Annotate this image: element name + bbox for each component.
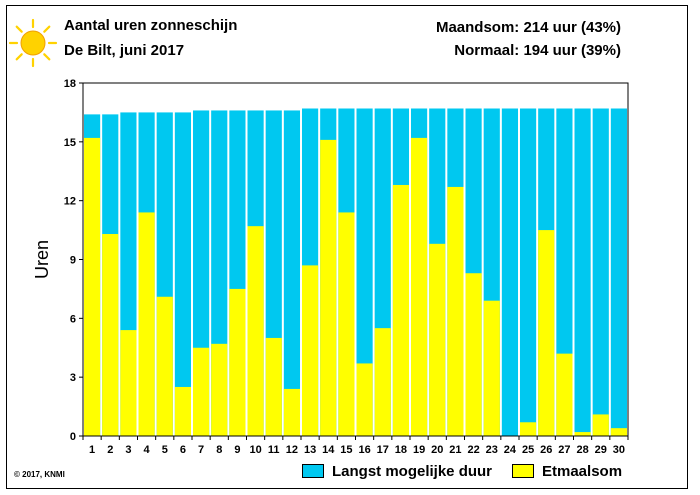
x-tick-label-30: 30 — [613, 444, 625, 456]
x-tick-label-18: 18 — [395, 444, 407, 456]
month-sum: Maandsom: 214 uur (43%) — [435, 19, 621, 36]
legend-label-possible: Langst mogelijke duur — [332, 462, 493, 480]
x-tick-label-21: 21 — [449, 444, 461, 456]
y-tick-label-3: 3 — [70, 372, 76, 384]
x-tick-label-5: 5 — [162, 444, 168, 456]
y-axis-label: Uren — [32, 240, 52, 279]
bar-actual-22 — [465, 273, 482, 436]
bar-actual-14 — [320, 139, 337, 436]
bar-actual-13 — [302, 265, 319, 436]
bar-actual-7 — [193, 347, 210, 436]
bar-actual-10 — [247, 226, 264, 436]
bar-actual-21 — [447, 186, 464, 436]
bar-actual-18 — [392, 184, 409, 436]
bar-actual-3 — [120, 330, 137, 436]
x-tick-label-15: 15 — [340, 444, 352, 456]
legend-item-actual: Etmaalsom — [512, 462, 622, 480]
bar-possible-28 — [574, 108, 591, 436]
chart-title: Aantal uren zonneschijn — [64, 17, 238, 34]
bar-possible-29 — [592, 108, 609, 436]
bar-actual-19 — [411, 137, 428, 436]
bar-possible-12 — [283, 110, 300, 436]
bar-actual-15 — [338, 212, 355, 436]
y-tick-label-12: 12 — [64, 196, 76, 208]
bar-actual-9 — [229, 288, 246, 436]
x-tick-label-25: 25 — [522, 444, 534, 456]
x-tick-label-4: 4 — [144, 444, 151, 456]
y-tick-label-0: 0 — [70, 431, 76, 443]
bar-possible-6 — [174, 112, 191, 437]
bar-actual-25 — [520, 422, 537, 436]
bar-actual-4 — [138, 212, 155, 436]
legend-swatch-possible — [302, 464, 324, 478]
bar-possible-25 — [520, 108, 537, 436]
x-tick-label-6: 6 — [180, 444, 186, 456]
y-tick-label-6: 6 — [70, 313, 76, 325]
x-tick-label-26: 26 — [540, 444, 552, 456]
bar-actual-28 — [574, 432, 591, 436]
x-tick-label-17: 17 — [377, 444, 389, 456]
legend-label-actual: Etmaalsom — [542, 462, 623, 480]
x-tick-label-16: 16 — [358, 444, 370, 456]
y-tick-label-9: 9 — [70, 255, 76, 267]
bar-actual-1 — [84, 137, 101, 436]
bar-actual-16 — [356, 363, 373, 436]
x-tick-label-9: 9 — [234, 444, 240, 456]
bar-actual-12 — [283, 388, 300, 436]
x-tick-label-24: 24 — [504, 444, 517, 456]
bar-actual-2 — [102, 234, 119, 436]
x-tick-label-22: 22 — [467, 444, 479, 456]
bar-actual-6 — [174, 386, 191, 436]
y-tick-label-15: 15 — [64, 137, 76, 149]
bar-possible-30 — [610, 108, 627, 436]
bar-actual-27 — [556, 353, 573, 436]
x-tick-label-20: 20 — [431, 444, 443, 456]
x-tick-label-19: 19 — [413, 444, 425, 456]
bar-actual-17 — [374, 328, 391, 436]
x-tick-label-29: 29 — [595, 444, 607, 456]
bar-possible-24 — [501, 108, 518, 436]
legend-swatch-actual — [512, 464, 534, 478]
x-tick-label-11: 11 — [268, 444, 280, 456]
x-tick-label-14: 14 — [322, 444, 335, 456]
x-tick-label-27: 27 — [558, 444, 570, 456]
x-tick-label-1: 1 — [89, 444, 95, 456]
bar-actual-29 — [592, 414, 609, 436]
bar-actual-26 — [538, 230, 555, 436]
x-tick-label-3: 3 — [125, 444, 131, 456]
x-tick-label-12: 12 — [286, 444, 298, 456]
x-tick-label-8: 8 — [216, 444, 222, 456]
x-tick-label-28: 28 — [576, 444, 588, 456]
y-tick-label-18: 18 — [64, 78, 76, 90]
bar-actual-5 — [156, 296, 173, 436]
legend-item-possible: Langst mogelijke duur — [302, 462, 492, 480]
x-tick-label-2: 2 — [107, 444, 113, 456]
bar-actual-23 — [483, 300, 500, 436]
bar-possible-16 — [356, 108, 373, 436]
plot-area — [83, 83, 628, 436]
x-tick-label-10: 10 — [249, 444, 261, 456]
x-tick-label-7: 7 — [198, 444, 204, 456]
chart-subtitle: De Bilt, juni 2017 — [64, 42, 185, 59]
sun-icon — [8, 18, 58, 68]
bar-actual-8 — [211, 343, 228, 436]
bar-actual-20 — [429, 243, 446, 436]
x-tick-label-13: 13 — [304, 444, 316, 456]
bar-actual-30 — [610, 428, 627, 436]
bar-actual-11 — [265, 337, 282, 436]
normal-sum: Normaal: 194 uur (39%) — [454, 42, 621, 59]
x-tick-label-23: 23 — [486, 444, 498, 456]
copyright: © 2017, KNMI — [14, 470, 65, 479]
